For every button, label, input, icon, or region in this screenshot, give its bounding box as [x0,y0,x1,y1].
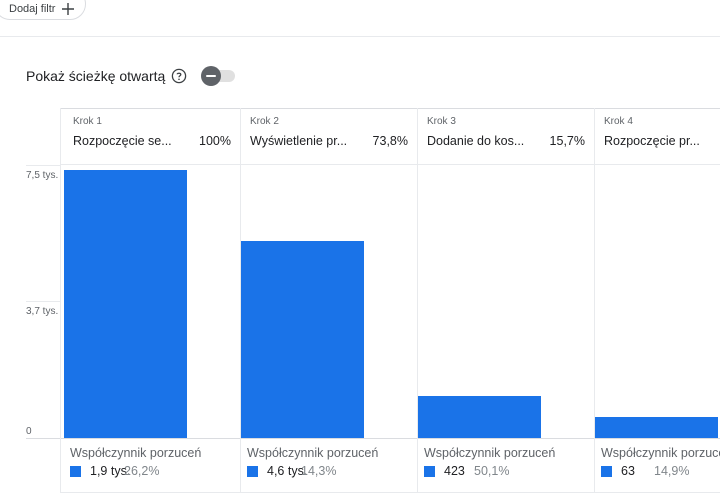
abandonment-rate: 26,2% [124,464,160,478]
open-path-toggle-row: Pokaż ścieżkę otwartą [26,66,237,86]
abandonment-rate: 14,3% [301,464,337,478]
funnel-bar[interactable] [241,241,364,438]
help-icon[interactable] [171,68,187,84]
step-percent: 15,7% [549,134,585,148]
step-title: Rozpoczęcie pr... [604,134,700,148]
step-header-2[interactable]: Krok 2 Wyświetlenie pr... 73,8% [250,116,410,148]
step-percent: 73,8% [372,134,408,148]
abandonment-count: 63 [621,464,635,478]
step-title: Rozpoczęcie se... [73,134,172,148]
column-separator [594,108,595,492]
abandonment-stats[interactable]: 423 50,1% [424,464,509,478]
funnel-bar[interactable] [595,417,718,438]
step-header-1[interactable]: Krok 1 Rozpoczęcie se... 100% [73,116,233,148]
chart-top-border [60,108,720,109]
abandonment-rate: 14,9% [654,464,690,478]
plus-icon [62,2,75,15]
abandonment-count: 423 [444,464,465,478]
abandonment-rate: 50,1% [474,464,510,478]
legend-swatch [601,465,612,477]
y-tick-label: 0 [26,426,32,437]
legend-swatch [424,465,435,477]
legend-swatch [70,465,81,477]
legend-swatch [247,465,258,477]
add-filter-label: Dodaj filtr [9,2,56,15]
y-tick-label: 3,7 tys. [26,306,59,317]
step-header-4[interactable]: Krok 4 Rozpoczęcie pr... [604,116,714,148]
toolbar-divider [0,36,720,37]
step-number: Krok 2 [250,116,279,127]
abandonment-label: Współczynnik porzuceń [247,446,379,460]
abandonment-count: 1,9 tys. [90,464,131,478]
chart-header-divider [60,164,720,165]
switch-knob [201,66,222,86]
step-number: Krok 3 [427,116,456,127]
abandonment-label: Współczynnik porzuceń [601,446,720,460]
y-tick-label: 7,5 tys. [26,170,59,181]
y-gridline [26,301,60,302]
open-path-label: Pokaż ścieżkę otwartą [26,68,166,84]
step-percent: 100% [199,134,231,148]
column-separator [60,108,61,492]
open-path-switch[interactable] [201,66,237,86]
step-number: Krok 4 [604,116,633,127]
chart-baseline [26,438,720,439]
abandonment-stats[interactable]: 1,9 tys. 26,2% [70,464,159,478]
column-separator [240,108,241,492]
column-separator [417,108,418,492]
add-filter-button[interactable]: Dodaj filtr [0,0,86,20]
funnel-bar[interactable] [64,170,187,438]
y-gridline [26,165,60,166]
abandonment-stats[interactable]: 63 14,9% [601,464,689,478]
abandonment-count: 4,6 tys. [267,464,308,478]
step-title: Dodanie do kos... [427,134,525,148]
abandonment-label: Współczynnik porzuceń [70,446,202,460]
chart-bottom-border [60,492,720,493]
step-title: Wyświetlenie pr... [250,134,348,148]
step-header-3[interactable]: Krok 3 Dodanie do kos... 15,7% [427,116,587,148]
abandonment-label: Współczynnik porzuceń [424,446,556,460]
step-number: Krok 1 [73,116,102,127]
funnel-bar[interactable] [418,396,541,438]
abandonment-stats[interactable]: 4,6 tys. 14,3% [247,464,336,478]
